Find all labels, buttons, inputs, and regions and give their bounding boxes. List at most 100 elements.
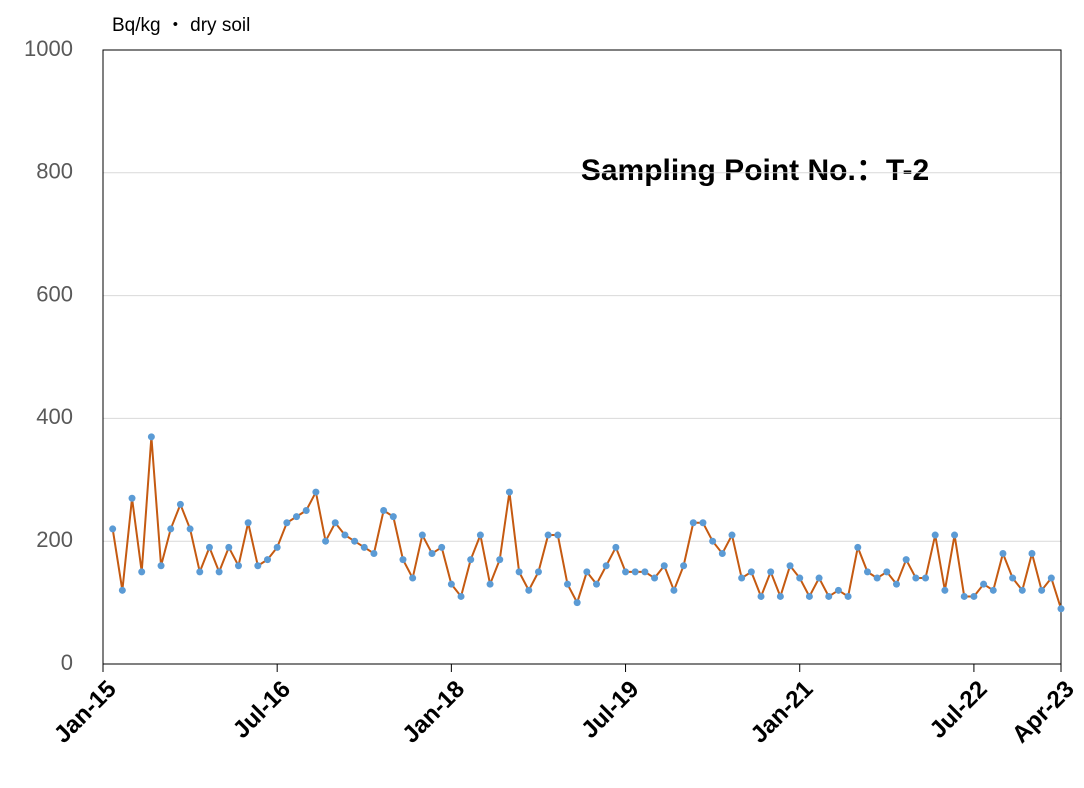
- data-point: [254, 562, 262, 570]
- data-point: [244, 519, 252, 527]
- data-point: [825, 592, 833, 600]
- x-tick-label: Jan-21: [746, 676, 819, 749]
- data-point: [341, 531, 349, 539]
- data-point: [476, 531, 484, 539]
- data-point: [622, 568, 630, 576]
- data-point: [283, 519, 291, 527]
- data-point: [738, 574, 746, 582]
- data-point: [805, 592, 813, 600]
- data-point: [912, 574, 920, 582]
- data-point: [525, 586, 533, 594]
- data-point: [438, 543, 446, 551]
- data-point: [1028, 549, 1036, 557]
- data-point: [399, 556, 407, 564]
- x-tick-label: Jul-22: [924, 676, 992, 744]
- data-point: [641, 568, 649, 576]
- data-point: [157, 562, 165, 570]
- y-tick-label: 400: [36, 404, 73, 429]
- data-point: [989, 586, 997, 594]
- x-tick-label: Jul-19: [576, 676, 644, 744]
- data-point: [293, 513, 301, 521]
- data-point: [1018, 586, 1026, 594]
- data-point: [612, 543, 620, 551]
- data-point: [757, 592, 765, 600]
- x-tick-label: Jan-18: [397, 676, 470, 749]
- data-point: [312, 488, 320, 496]
- data-point: [941, 586, 949, 594]
- data-point: [922, 574, 930, 582]
- data-point: [786, 562, 794, 570]
- data-point: [331, 519, 339, 527]
- x-tick-label: Apr-23: [1007, 676, 1080, 749]
- y-tick-label: 200: [36, 527, 73, 552]
- data-point: [815, 574, 823, 582]
- data-point: [109, 525, 117, 533]
- data-point: [1057, 605, 1065, 613]
- plot-frame: [102, 49, 1062, 665]
- chart-title: Sampling Point No.：T-2: [581, 154, 929, 187]
- data-point: [767, 568, 775, 576]
- data-point: [573, 599, 581, 607]
- data-point: [931, 531, 939, 539]
- data-point: [883, 568, 891, 576]
- data-point: [515, 568, 523, 576]
- data-point: [834, 586, 842, 594]
- data-point: [225, 543, 233, 551]
- data-point: [544, 531, 552, 539]
- data-point: [409, 574, 417, 582]
- data-point: [854, 543, 862, 551]
- data-point: [370, 549, 378, 557]
- data-point: [631, 568, 639, 576]
- data-point: [728, 531, 736, 539]
- data-point: [322, 537, 330, 545]
- data-point: [147, 433, 155, 441]
- data-point: [593, 580, 601, 588]
- data-point: [563, 580, 571, 588]
- data-point: [447, 580, 455, 588]
- data-point: [660, 562, 668, 570]
- data-point: [699, 519, 707, 527]
- data-point: [273, 543, 281, 551]
- data-point: [351, 537, 359, 545]
- data-point: [999, 549, 1007, 557]
- data-point: [505, 488, 513, 496]
- y-tick-label: 0: [61, 650, 73, 675]
- data-point: [234, 562, 242, 570]
- y-tick-label: 800: [36, 159, 73, 184]
- data-line: [111, 436, 1062, 610]
- data-point: [776, 592, 784, 600]
- data-point: [718, 549, 726, 557]
- data-point: [980, 580, 988, 588]
- data-point: [1047, 574, 1055, 582]
- x-tick-label: Jul-16: [228, 676, 296, 744]
- data-point: [796, 574, 804, 582]
- data-point: [215, 568, 223, 576]
- data-point: [418, 531, 426, 539]
- data-point: [264, 556, 272, 564]
- data-point: [670, 586, 678, 594]
- data-point: [302, 507, 310, 514]
- x-tick-label: Jan-15: [49, 676, 122, 749]
- data-point: [602, 562, 610, 570]
- data-point: [389, 513, 397, 521]
- data-point: [496, 556, 504, 564]
- data-point: [970, 592, 978, 600]
- data-point: [128, 494, 136, 502]
- data-point: [680, 562, 688, 570]
- data-point: [951, 531, 959, 539]
- data-point: [902, 556, 910, 564]
- data-point: [892, 580, 900, 588]
- data-point: [960, 592, 968, 600]
- data-point: [457, 592, 465, 600]
- data-point: [554, 531, 562, 539]
- data-point: [844, 592, 852, 600]
- data-point: [467, 556, 475, 564]
- data-point: [205, 543, 213, 551]
- data-point: [380, 507, 388, 514]
- data-point: [176, 500, 184, 508]
- data-point: [873, 574, 881, 582]
- data-point: [428, 549, 436, 557]
- y-tick-label: 600: [36, 281, 73, 306]
- y-axis-label: Bq/kg ・ dry soil: [112, 15, 250, 36]
